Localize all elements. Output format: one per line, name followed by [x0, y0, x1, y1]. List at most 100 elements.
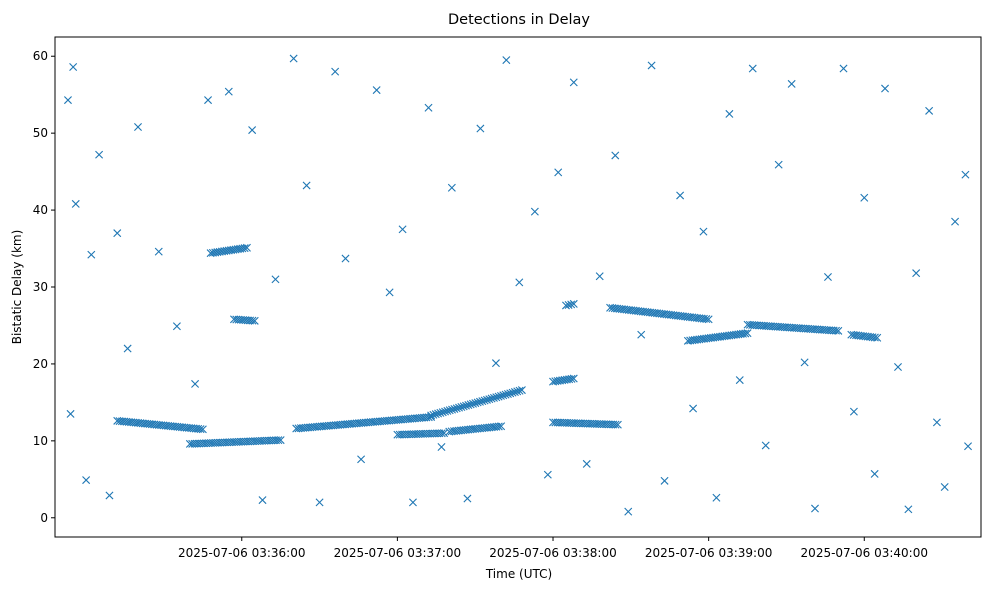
- clutter-point: [940, 483, 949, 491]
- clutter-point: [624, 507, 633, 516]
- clutter-point: [761, 441, 770, 450]
- y-tick-label: 60: [33, 49, 48, 63]
- clutter-point: [71, 199, 80, 208]
- clutter-point: [69, 63, 78, 71]
- y-tick-label: 40: [33, 203, 48, 217]
- clutter-point: [881, 84, 890, 93]
- clutter-point: [961, 170, 970, 179]
- track-point: [506, 389, 515, 398]
- track-point: [513, 387, 522, 396]
- clutter-point: [637, 330, 646, 339]
- track-point: [436, 408, 445, 417]
- track-point: [462, 401, 471, 410]
- clutter-point: [860, 193, 869, 202]
- track-point: [440, 429, 449, 438]
- track-point: [480, 396, 489, 405]
- track-point: [702, 315, 711, 324]
- clutter-point: [530, 207, 539, 216]
- track-point: [196, 425, 205, 434]
- track-point: [427, 411, 436, 420]
- track-point: [431, 410, 440, 419]
- x-tick-label: 2025-07-06 03:36:00: [178, 546, 305, 560]
- clutter-point: [105, 491, 114, 500]
- x-axis-label: Time (UTC): [485, 567, 552, 581]
- track-point: [434, 409, 443, 418]
- track-point: [457, 403, 466, 411]
- clutter-point: [699, 227, 708, 236]
- track-point: [611, 420, 620, 429]
- track-point: [873, 333, 882, 342]
- track-point: [471, 399, 480, 408]
- clutter-point: [502, 56, 511, 65]
- clutter-point: [725, 109, 734, 118]
- track-point: [485, 395, 494, 404]
- track-point: [569, 299, 578, 308]
- track-point: [870, 333, 879, 342]
- clutter-point: [925, 106, 934, 115]
- track-point: [455, 403, 464, 412]
- track-point: [445, 406, 454, 415]
- track-point: [437, 429, 446, 438]
- clutter-point: [748, 64, 757, 73]
- clutter-point: [113, 229, 122, 238]
- x-axis: 2025-07-06 03:36:00 2025-07-06 03:37:00 20…: [178, 537, 928, 560]
- clutter-point: [849, 407, 858, 416]
- track-point: [274, 436, 283, 445]
- clutter-point: [894, 363, 902, 371]
- y-tick-label: 0: [40, 511, 48, 525]
- clutter-point: [676, 191, 685, 200]
- clutter-point: [95, 150, 104, 159]
- clutter-point: [357, 455, 366, 464]
- track-point: [496, 391, 505, 400]
- track-point: [501, 390, 510, 399]
- track-point: [448, 405, 457, 414]
- x-tick-label: 2025-07-06 03:37:00: [334, 546, 461, 560]
- clutter-point: [385, 288, 394, 297]
- track-point: [497, 422, 506, 431]
- clutter-point: [87, 250, 96, 259]
- clutter-point: [543, 470, 552, 479]
- track-point: [499, 391, 508, 400]
- track-point: [834, 326, 843, 335]
- y-tick-label: 50: [33, 126, 48, 140]
- track-point: [494, 392, 503, 401]
- track-point: [248, 316, 257, 325]
- clutter-point: [823, 273, 832, 281]
- track-point: [741, 329, 750, 338]
- clutter-point: [595, 272, 604, 281]
- clutter-point: [123, 344, 132, 353]
- clutter-point: [289, 54, 298, 63]
- clutter-point: [82, 476, 91, 485]
- track-point: [832, 326, 841, 335]
- clutter-point: [191, 379, 200, 388]
- clutter-point: [689, 404, 698, 413]
- clutter-point: [712, 493, 721, 502]
- clutter-point: [569, 78, 578, 87]
- clutter-point: [224, 87, 233, 96]
- track-point: [567, 374, 576, 383]
- track-point: [476, 397, 484, 406]
- track-point: [569, 374, 578, 383]
- clutter-point: [63, 96, 72, 105]
- track-point: [450, 404, 459, 413]
- track-point: [441, 407, 450, 416]
- x-tick-label: 2025-07-06 03:38:00: [489, 546, 616, 560]
- y-tick-label: 30: [33, 280, 48, 294]
- x-tick-label: 2025-07-06 03:40:00: [801, 546, 928, 560]
- clutter-point: [398, 225, 407, 234]
- track-point: [704, 315, 713, 324]
- clutter-point: [811, 504, 819, 513]
- clutter-point: [476, 124, 485, 133]
- track-point: [240, 244, 249, 253]
- track-point: [198, 425, 207, 434]
- track-point: [250, 316, 259, 325]
- track-point: [429, 410, 438, 419]
- track-point: [515, 386, 524, 395]
- clutter-point: [315, 498, 324, 507]
- track-point: [517, 386, 526, 395]
- track-point: [438, 408, 447, 417]
- clutter-point: [172, 322, 181, 331]
- clutter-point: [870, 469, 879, 478]
